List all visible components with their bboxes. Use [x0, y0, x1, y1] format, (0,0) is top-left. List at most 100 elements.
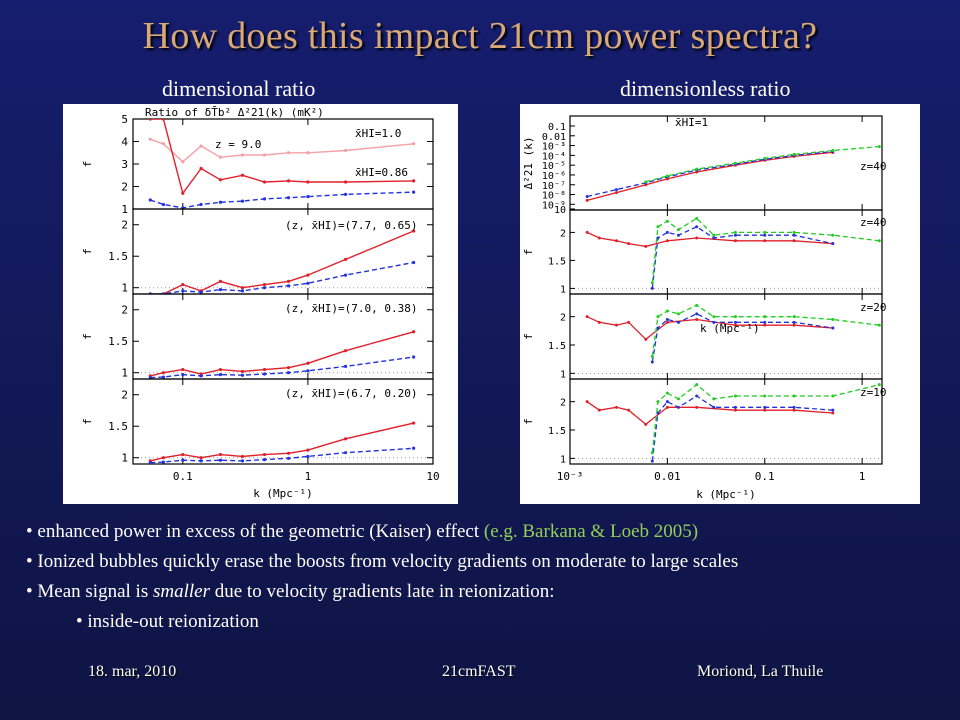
- panel-frame: [569, 293, 883, 380]
- y-tick-label: 1: [121, 452, 128, 465]
- data-point: [343, 148, 348, 153]
- data-point: [148, 461, 152, 464]
- y-tick-label: 3: [121, 158, 128, 171]
- y-axis-label: f: [81, 418, 94, 425]
- data-point: [792, 408, 796, 412]
- panel-label: x̄HI=1.0: [355, 127, 401, 140]
- bullet-enhanced-power: • enhanced power in excess of the geomet…: [26, 517, 946, 547]
- data-point: [585, 315, 589, 319]
- data-point: [831, 408, 835, 412]
- data-point: [585, 195, 589, 198]
- data-point: [831, 318, 835, 321]
- panel-label: z=20: [860, 301, 887, 314]
- data-point: [181, 367, 185, 372]
- y-tick-label: 10⁻⁵: [542, 161, 566, 172]
- data-point: [695, 405, 699, 409]
- data-point: [181, 289, 185, 293]
- series-line: [645, 145, 880, 183]
- series-line: [651, 383, 880, 453]
- data-point: [412, 190, 416, 194]
- dimensionless-ratio-figure: 0.1 0.01 10⁻³ 10⁻⁴ 10⁻⁵ 10⁻⁶ 10⁻⁷ 10⁻⁸ 10⁻⁹ 10 Δ²2…: [520, 104, 920, 504]
- y-tick-label: 2: [121, 181, 128, 194]
- y-tick-label: 2: [560, 398, 566, 409]
- data-point: [412, 330, 416, 334]
- data-point: [627, 408, 631, 412]
- y-axis-label: Δ²21 (k): [522, 137, 535, 190]
- right-figure-caption: dimensionless ratio: [620, 76, 791, 101]
- data-point: [733, 239, 737, 243]
- data-point: [763, 233, 767, 237]
- data-point: [286, 456, 291, 460]
- data-point: [650, 281, 654, 285]
- data-point: [695, 225, 699, 229]
- dimensionless-ratio-chart: 0.10.0110⁻³10⁻⁴10⁻⁵10⁻⁶10⁻⁷10⁻⁸10⁻⁹10Δ²2…: [522, 115, 887, 501]
- series-line: [651, 226, 833, 289]
- data-point: [763, 230, 767, 234]
- data-point: [343, 437, 348, 441]
- data-point: [218, 372, 223, 377]
- data-point: [792, 320, 796, 324]
- data-point: [665, 320, 669, 324]
- data-point: [792, 233, 796, 237]
- data-point: [262, 457, 267, 462]
- data-point: [763, 156, 767, 160]
- data-point: [597, 236, 601, 240]
- data-point: [650, 360, 654, 364]
- data-point: [199, 459, 203, 463]
- data-point: [240, 199, 245, 203]
- data-point: [831, 233, 835, 237]
- data-point: [262, 153, 267, 157]
- data-point: [831, 326, 835, 330]
- data-point: [240, 373, 245, 377]
- data-point: [877, 145, 881, 149]
- data-point: [733, 233, 737, 237]
- chart-title: Ratio of δT̄b² Δ²21(k) (mK²): [145, 106, 324, 119]
- data-point: [695, 394, 699, 398]
- data-point: [240, 459, 245, 463]
- data-point: [412, 446, 416, 450]
- data-point: [181, 206, 185, 209]
- data-point: [712, 236, 716, 240]
- data-point: [218, 200, 223, 204]
- data-point: [262, 282, 267, 287]
- data-point: [306, 361, 310, 365]
- panel-label: x̄HI=1: [675, 116, 708, 129]
- data-point: [148, 137, 152, 141]
- y-tick-label: 10⁻⁸: [542, 191, 566, 202]
- series-line: [651, 395, 833, 462]
- data-point: [148, 376, 152, 379]
- data-point: [695, 236, 699, 240]
- y-tick-label: 0.1: [548, 122, 566, 133]
- data-point: [792, 239, 796, 243]
- data-point: [218, 155, 223, 159]
- data-point: [614, 191, 618, 195]
- data-point: [665, 309, 669, 313]
- data-point: [644, 180, 648, 184]
- data-point: [306, 281, 310, 285]
- data-point: [831, 394, 835, 398]
- data-point: [733, 230, 737, 234]
- footer-date: 18. mar, 2010: [88, 663, 177, 680]
- slide-title: How does this impact 21cm power spectra?: [142, 15, 818, 57]
- series-line: [586, 151, 833, 202]
- data-point: [665, 318, 669, 321]
- data-point: [306, 151, 310, 155]
- data-point: [343, 180, 348, 184]
- series-line: [150, 230, 414, 294]
- data-point: [733, 323, 737, 327]
- data-point: [763, 315, 767, 319]
- data-point: [412, 142, 416, 146]
- data-point: [181, 191, 185, 195]
- y-tick-label: 2: [121, 389, 128, 402]
- data-point: [306, 180, 310, 184]
- data-point: [161, 456, 166, 460]
- data-point: [218, 458, 223, 462]
- data-point: [712, 405, 716, 409]
- data-point: [733, 315, 737, 319]
- bullet-text: • Mean signal is: [26, 581, 153, 602]
- panel-label: z=40: [860, 216, 887, 229]
- data-point: [412, 421, 416, 425]
- data-point: [161, 119, 166, 121]
- data-point: [181, 452, 185, 457]
- data-point: [656, 326, 660, 330]
